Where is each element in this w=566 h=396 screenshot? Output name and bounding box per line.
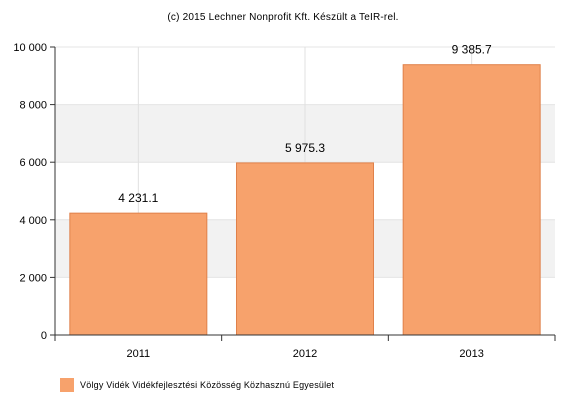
legend-swatch: [60, 378, 74, 392]
x-tick-label-2013: 2013: [459, 348, 483, 360]
data-labels: 4 231.1 5 975.3 9 385.7: [118, 43, 492, 205]
data-label-2013: 9 385.7: [452, 43, 492, 57]
data-label-2011: 4 231.1: [118, 191, 158, 205]
y-tick-label: 6 000: [19, 157, 47, 169]
y-tick-label: 8 000: [19, 100, 47, 112]
axes: [54, 47, 555, 336]
y-tick-label: 2 000: [19, 272, 47, 284]
y-tick-label: 0: [41, 330, 47, 342]
y-tick-label: 4 000: [19, 215, 47, 227]
legend-label: Völgy Vidék Vidékfejlesztési Közösség Kö…: [80, 380, 335, 390]
legend: Völgy Vidék Vidékfejlesztési Közösség Kö…: [60, 378, 334, 392]
bar-2012: [236, 162, 374, 336]
chart-title: (c) 2015 Lechner Nonprofit Kft. Készült …: [167, 12, 399, 23]
y-tick-label: 10 000: [13, 42, 47, 54]
x-axis-ticks: 2011 2012 2013: [54, 335, 556, 360]
x-tick-label-2011: 2011: [127, 348, 151, 360]
bars: [69, 64, 541, 336]
x-tick-label-2012: 2012: [293, 348, 317, 360]
bar-2013: [402, 64, 541, 336]
data-label-2012: 5 975.3: [285, 141, 325, 155]
bar-2011: [69, 212, 208, 336]
y-axis-ticks: 0 2 000 4 000 6 000 8 000 10 000: [13, 42, 55, 342]
